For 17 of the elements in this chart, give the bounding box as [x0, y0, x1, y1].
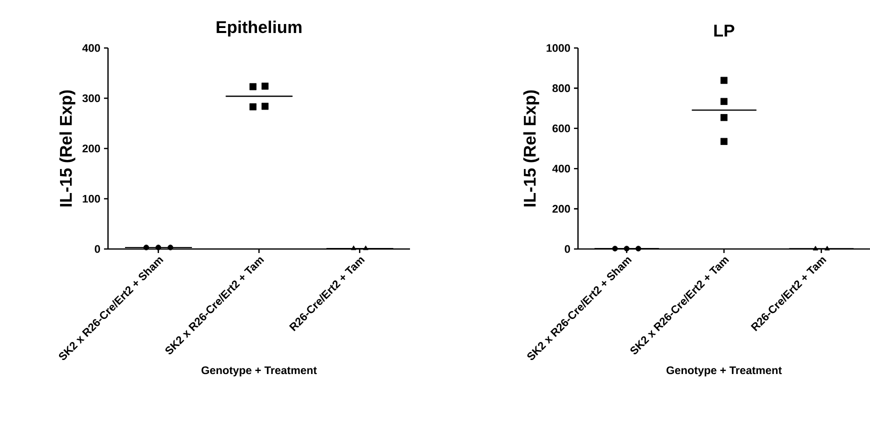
y-tick-label: 1000: [546, 44, 570, 52]
y-tick-label: 400: [552, 164, 570, 172]
chart-title: LP: [714, 24, 734, 36]
y-tick-label: 800: [552, 84, 570, 92]
y-tick-label: 200: [552, 204, 570, 213]
x-axis-title: Genotype + Treatment: [666, 366, 782, 376]
chart-title: Epithelium: [216, 20, 302, 36]
y-tick-label: 0: [94, 245, 100, 253]
y-axis-title: IL-15 (Rel Exp): [523, 90, 540, 206]
y-tick-label: 200: [82, 144, 100, 152]
y-tick-label: 400: [82, 44, 100, 52]
x-axis-title: Genotype + Treatment: [202, 366, 317, 376]
y-tick-label: 100: [82, 194, 100, 203]
y-tick-label: 0: [564, 245, 570, 253]
y-axis-title: IL-15 (Rel Exp): [59, 90, 76, 206]
y-tick-label: 300: [82, 94, 100, 102]
y-tick-label: 600: [552, 124, 570, 132]
